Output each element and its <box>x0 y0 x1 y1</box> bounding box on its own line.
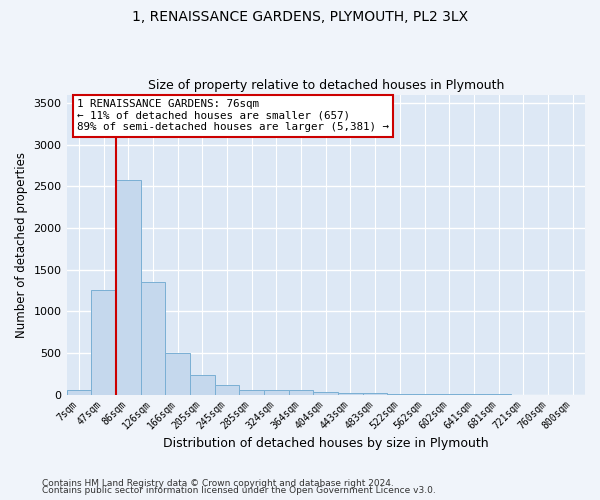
Bar <box>165 353 190 395</box>
Text: Contains HM Land Registry data © Crown copyright and database right 2024.: Contains HM Land Registry data © Crown c… <box>42 478 394 488</box>
Text: 1 RENAISSANCE GARDENS: 76sqm
← 11% of detached houses are smaller (657)
89% of s: 1 RENAISSANCE GARDENS: 76sqm ← 11% of de… <box>77 99 389 132</box>
Bar <box>239 390 264 394</box>
Title: Size of property relative to detached houses in Plymouth: Size of property relative to detached ho… <box>148 79 504 92</box>
Bar <box>313 392 338 394</box>
Bar <box>91 290 116 395</box>
Bar <box>190 376 215 394</box>
Bar <box>338 392 363 394</box>
Bar <box>215 385 239 394</box>
Bar <box>264 390 289 394</box>
Text: 1, RENAISSANCE GARDENS, PLYMOUTH, PL2 3LX: 1, RENAISSANCE GARDENS, PLYMOUTH, PL2 3L… <box>132 10 468 24</box>
Bar <box>289 390 313 394</box>
Bar <box>67 390 91 394</box>
X-axis label: Distribution of detached houses by size in Plymouth: Distribution of detached houses by size … <box>163 437 488 450</box>
Bar <box>116 180 140 394</box>
Text: Contains public sector information licensed under the Open Government Licence v3: Contains public sector information licen… <box>42 486 436 495</box>
Bar <box>363 393 388 394</box>
Y-axis label: Number of detached properties: Number of detached properties <box>15 152 28 338</box>
Bar <box>140 282 165 395</box>
